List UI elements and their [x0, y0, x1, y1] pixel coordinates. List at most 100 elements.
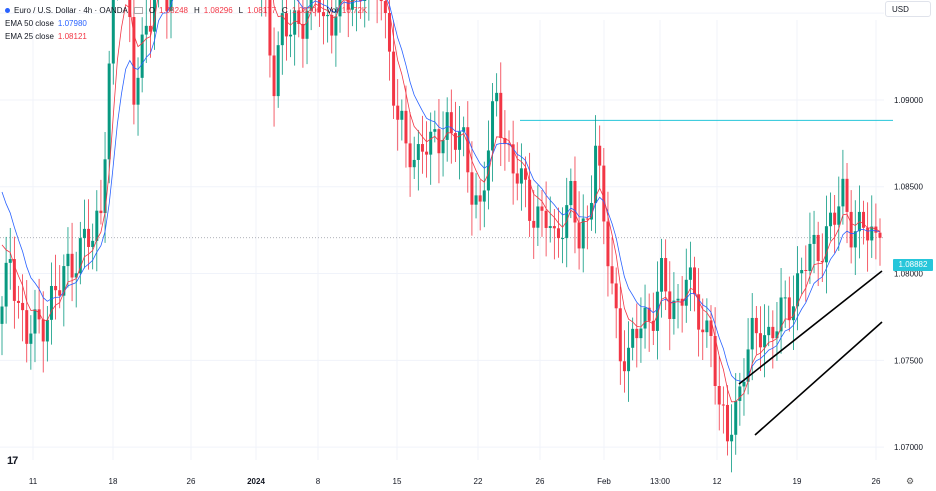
candle-body	[49, 285, 53, 320]
ema25-legend[interactable]: EMA 25 close 1.08121	[5, 30, 367, 43]
candle-body	[594, 145, 598, 203]
candle-body	[41, 319, 45, 342]
candle-body	[462, 127, 466, 132]
candle-body	[767, 326, 771, 336]
candles	[0, 0, 882, 473]
candle-body	[153, 0, 157, 32]
ema25-label: EMA 25 close	[5, 32, 54, 41]
candle-body	[383, 1, 387, 14]
candle-body	[519, 168, 523, 184]
candle-body	[359, 0, 363, 2]
candle-body	[363, 0, 367, 2]
candle-body	[148, 25, 152, 32]
candle-body	[515, 173, 519, 184]
candle-body	[750, 317, 754, 350]
candle-body	[791, 306, 795, 321]
candle-body	[717, 385, 721, 405]
time-tick-label: 11	[29, 477, 38, 486]
candle-body	[639, 328, 643, 339]
ema50-legend[interactable]: EMA 50 close 1.07980	[5, 17, 367, 30]
candle-body	[548, 226, 552, 228]
high-label: H	[193, 6, 200, 15]
candle-body	[610, 266, 614, 284]
resistance-price-tag: 1.08882	[893, 259, 933, 271]
candle-body	[466, 127, 470, 173]
candle-body	[0, 306, 4, 324]
candle-body	[392, 51, 396, 106]
candle-body	[606, 221, 610, 267]
candle-body	[581, 218, 585, 249]
candle-body	[309, 0, 313, 11]
candle-body	[602, 165, 606, 222]
candle-body	[132, 17, 136, 105]
time-tick-label: 26	[536, 477, 545, 486]
grid	[0, 12, 884, 460]
candle-body	[21, 302, 25, 311]
candle-body	[622, 361, 626, 372]
close-value: 1.08206	[291, 6, 321, 15]
candle-body	[693, 267, 697, 295]
candle-body	[268, 0, 272, 56]
candle-body	[416, 144, 420, 160]
volume-label: Vol	[326, 6, 338, 15]
candle-body	[8, 259, 12, 263]
candle-body	[37, 309, 41, 320]
candle-body	[824, 226, 828, 263]
candle-body	[276, 45, 280, 97]
candle-body	[305, 10, 309, 39]
candle-body	[820, 261, 824, 263]
candle-body	[845, 178, 849, 212]
ema25-value: 1.08121	[57, 32, 87, 41]
candle-body	[87, 228, 91, 247]
candle-body	[631, 328, 635, 348]
time-tick-label: 12	[713, 477, 722, 486]
price-tick-label: 1.07000	[894, 443, 923, 452]
candle-body	[730, 434, 734, 442]
candle-body	[165, 0, 169, 12]
settings-gear-icon[interactable]: ⚙	[906, 476, 915, 486]
candle-body	[556, 228, 560, 239]
candle-body	[552, 226, 556, 229]
candle-body	[589, 202, 593, 220]
candle-body	[544, 210, 548, 228]
channel-lower-line[interactable]	[754, 321, 883, 436]
candle-body	[107, 63, 111, 160]
candle-body	[783, 297, 787, 299]
candle-body	[870, 226, 874, 241]
currency-button[interactable]: USD	[885, 1, 931, 17]
candle-body	[511, 144, 515, 174]
candle-body	[169, 0, 173, 12]
price-axis: 1.115001.110001.105001.100001.095001.090…	[894, 9, 923, 452]
candle-body	[742, 381, 746, 387]
candle-body	[862, 211, 866, 228]
symbol-title[interactable]: Euro / U.S. Dollar · 4h · OANDA	[14, 6, 128, 15]
channel-upper-line[interactable]	[738, 270, 883, 385]
candle-body	[771, 326, 775, 339]
candle-body	[284, 13, 288, 37]
candle-body	[474, 195, 478, 205]
time-tick-label: 13:00	[650, 477, 671, 486]
time-tick-label: 22	[474, 477, 483, 486]
candle-body	[787, 297, 791, 321]
candle-body	[400, 110, 404, 120]
flag-icon	[133, 7, 143, 14]
candle-body	[585, 218, 589, 220]
candle-body	[4, 262, 8, 307]
candle-body	[330, 14, 334, 36]
candle-body	[779, 297, 783, 332]
candle-body	[144, 25, 148, 35]
candle-body	[140, 34, 144, 78]
candle-body	[433, 129, 437, 132]
candle-body	[507, 144, 511, 146]
candle-body	[33, 309, 37, 334]
ema50-line	[1, 0, 881, 382]
candle-body	[709, 320, 713, 336]
low-value: 1.08177	[247, 6, 277, 15]
candle-body	[62, 266, 66, 296]
candle-body	[643, 307, 647, 329]
time-tick-label: 26	[872, 477, 881, 486]
close-label: C	[282, 6, 288, 15]
candle-body	[293, 10, 297, 35]
candle-body	[379, 0, 383, 2]
